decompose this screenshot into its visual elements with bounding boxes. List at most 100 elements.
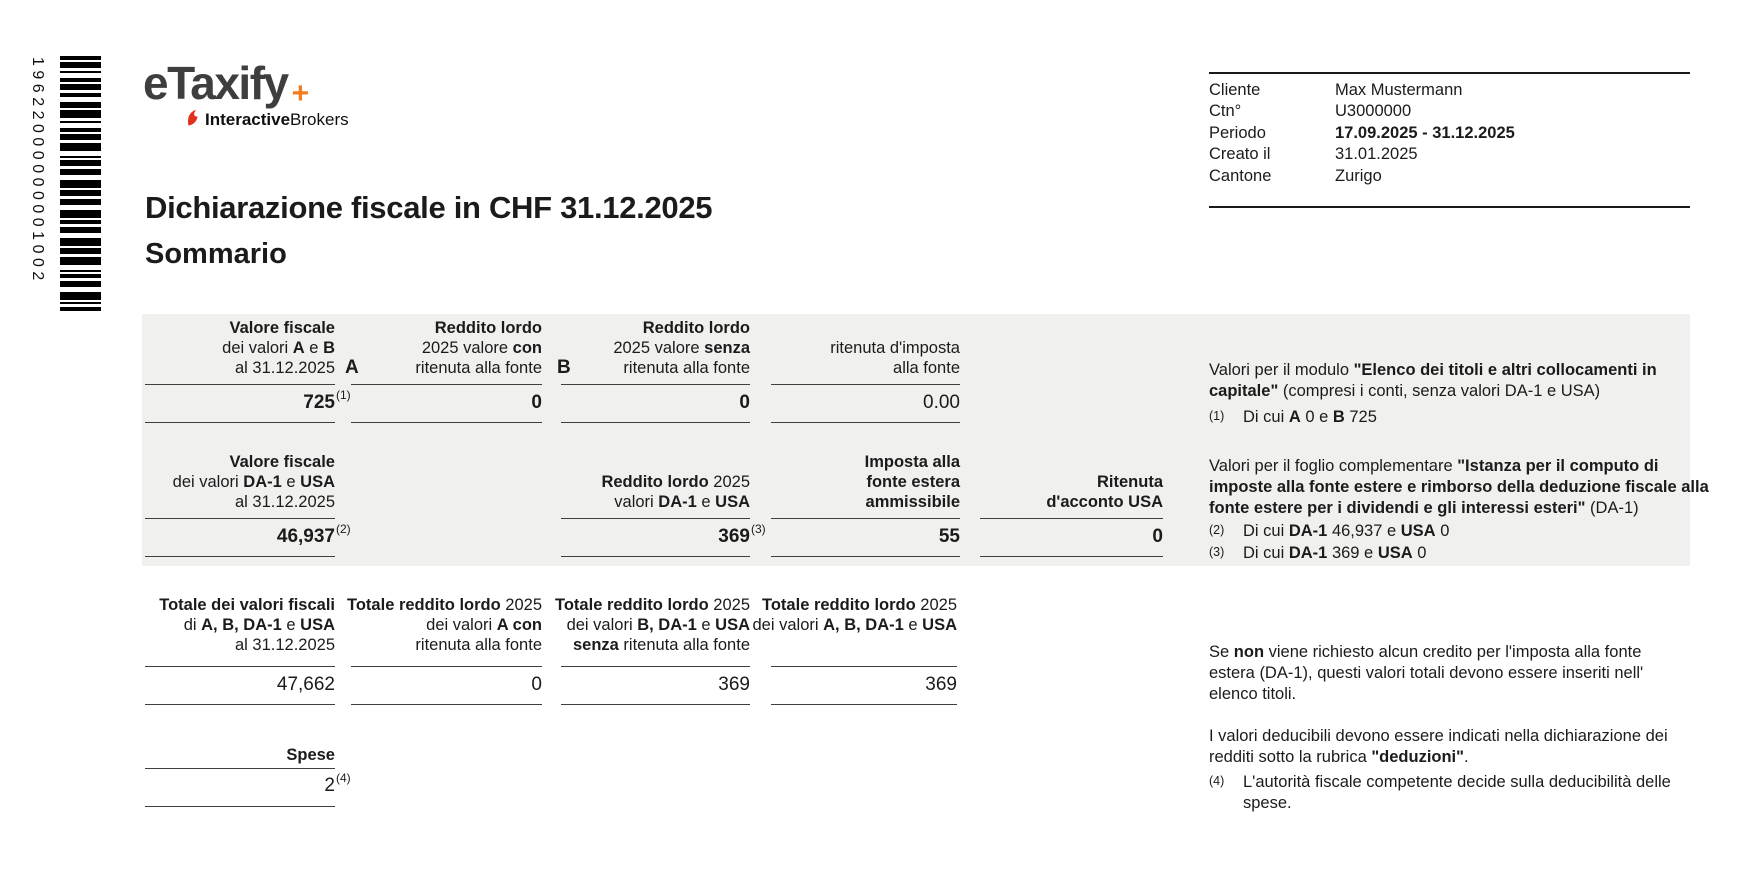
row1-rule — [145, 384, 335, 385]
row1-col4-value: 0.00 — [771, 385, 960, 421]
client-info-row-cantone: Cantone Zurigo — [1209, 166, 1690, 187]
interactivebrokers-logo: Interactive Brokers — [186, 109, 349, 132]
spese-rule — [145, 768, 335, 769]
spese-value: 2 (4) — [145, 769, 350, 803]
footnote-3: (3) Di cui DA-1 369 e USA 0 — [1209, 543, 1714, 564]
row2-rule — [771, 556, 960, 557]
etaxify-logo: eTaxify + — [143, 56, 309, 110]
footnote-4: (4) L'autorità fiscale competente decide … — [1209, 772, 1709, 814]
footnote-1: (1) Di cui A 0 e B 725 — [1209, 407, 1714, 428]
value-text: 369 — [718, 674, 750, 695]
row2-col4-header: Imposta alla fonte estera ammissibile — [864, 453, 960, 511]
row1-rule — [351, 384, 542, 385]
spese-label: Spese — [286, 746, 335, 764]
totals-rule — [351, 666, 542, 667]
value-text: 0.00 — [923, 392, 960, 413]
totals-col1-value: 47,662 — [145, 667, 335, 703]
value-text: 369 — [925, 674, 957, 695]
footnote-ref: (2) — [1209, 523, 1225, 537]
totals-col4-value: 369 — [771, 667, 957, 703]
client-label: Creato il — [1209, 145, 1271, 164]
client-label: Cantone — [1209, 166, 1272, 185]
row1-col2-header: Reddito lordo 2025 valore con ritenuta all… — [415, 319, 542, 377]
row2-rule — [145, 556, 335, 557]
totals-rule — [771, 666, 957, 667]
client-info-row-creato: Creato il 31.01.2025 — [1209, 144, 1690, 165]
client-info-row-ctn: Ctn° U3000000 — [1209, 101, 1690, 122]
row1-col2-value: 0 — [351, 385, 542, 421]
footnote-ref: (2) — [336, 522, 351, 536]
client-info-row-periodo: Periodo 17.09.2025 - 31.12.2025 — [1209, 123, 1690, 144]
totals-col2-header: Totale reddito lordo 2025 dei valori A co… — [347, 596, 542, 654]
footnote-ref: (1) — [1209, 409, 1225, 423]
client-info-row-cliente: Cliente Max Mustermann — [1209, 80, 1690, 101]
value-text: 0 — [739, 392, 750, 413]
value-text: 0 — [531, 674, 542, 695]
footnote-ref: (1) — [336, 388, 351, 402]
row2-col3-value: 369 (3) — [561, 519, 765, 555]
client-value: Zurigo — [1335, 166, 1382, 185]
barcode-bars — [60, 56, 101, 315]
client-info-bottom-rule — [1209, 206, 1690, 208]
value-text: 0 — [531, 392, 542, 413]
row1-rule — [771, 384, 960, 385]
row1-rule — [351, 422, 542, 423]
row1-rule — [561, 422, 750, 423]
brand-text: eTaxify — [143, 57, 289, 109]
row2-rule — [771, 518, 960, 519]
totals-rule — [561, 666, 750, 667]
totals-rule — [771, 704, 957, 705]
flame-icon — [186, 109, 201, 132]
row2-col4-value: 55 — [771, 519, 960, 555]
client-label: Cliente — [1209, 81, 1261, 99]
row1-rule — [145, 422, 335, 423]
row1-col3-header: Reddito lordo 2025 valore senza ritenuta a… — [613, 319, 750, 377]
value-text: 0 — [1152, 526, 1163, 547]
footnote-ref: (3) — [1209, 545, 1225, 559]
plus-icon: + — [291, 77, 310, 110]
client-label: Periodo — [1209, 123, 1266, 142]
totals-col1-header: Totale dei valori fiscali di A, B, DA-1 e… — [159, 596, 335, 654]
row1-rule — [561, 384, 750, 385]
row2-col5-value: 0 — [980, 519, 1163, 555]
client-value: U3000000 — [1335, 102, 1412, 121]
totals-col3-header: Totale reddito lordo 2025 dei valori B, D… — [555, 596, 750, 654]
spese-rule — [145, 806, 335, 807]
client-value: 31.01.2025 — [1335, 145, 1418, 164]
footnote-text: Di cui A 0 e B 725 — [1243, 408, 1377, 426]
totals-col2-value: 0 — [351, 667, 542, 703]
row1-col3-value: 0 — [561, 385, 750, 421]
value-text: 725 — [303, 392, 335, 413]
subbrand-bold: Interactive — [205, 110, 291, 129]
row2-col5-header: Ritenuta d'acconto USA — [1046, 473, 1163, 511]
footnote-ref: (3) — [751, 522, 766, 536]
row2-col3-header: Reddito lordo 2025 valori DA-1 e USA — [601, 473, 750, 511]
footnote-text: Di cui DA-1 46,937 e USA 0 — [1243, 522, 1450, 540]
value-text: 46,937 — [276, 526, 335, 547]
row2-rule — [145, 518, 335, 519]
row1-label-a: A — [345, 357, 359, 378]
note-modulo-intro: Valori per il modulo "Elenco dei titoli … — [1209, 361, 1657, 400]
totals-col4-header: Totale reddito lordo 2025 dei valori A, B… — [752, 596, 958, 634]
row2-rule — [561, 556, 750, 557]
row2-col1-header: Valore fiscale dei valori DA-1 e USA al 31… — [172, 453, 335, 511]
footnote-ref: (4) — [336, 771, 351, 785]
summary-panel — [142, 314, 1690, 566]
row1-col1-value: 725 (1) — [145, 385, 350, 421]
row2-rule — [980, 556, 1163, 557]
subbrand-regular: Brokers — [290, 110, 349, 129]
totals-rule — [145, 704, 335, 705]
barcode-number: 19622000000001002 — [29, 57, 46, 285]
client-value: Max Mustermann — [1335, 81, 1463, 99]
row1-col4-header: ritenuta d'imposta alla fonte — [830, 339, 960, 377]
row2-rule — [980, 518, 1163, 519]
row1-label-b: B — [557, 357, 571, 378]
value-text: 369 — [718, 526, 750, 547]
client-label: Ctn° — [1209, 102, 1242, 121]
client-info-top-rule — [1209, 72, 1690, 74]
totals-rule — [145, 666, 335, 667]
row1-rule — [771, 422, 960, 423]
row2-rule — [561, 518, 750, 519]
